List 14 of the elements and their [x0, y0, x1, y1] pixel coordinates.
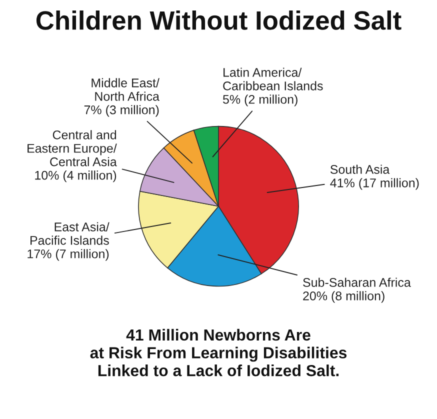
data-label: 20% (8 million): [303, 291, 384, 303]
slice-label: South Asia: [330, 164, 390, 174]
slice-label: Latin America/ Caribbean Islands: [223, 68, 323, 90]
data-label: 17% (7 million): [28, 249, 109, 261]
data-label: 5% (2 million): [223, 94, 298, 106]
slice-label: Middle East/ North Africa: [92, 78, 160, 101]
chart-title: Children Without Iodized Salt: [36, 10, 402, 30]
data-label: 7% (3 million): [84, 105, 159, 117]
data-label: 41% (17 million): [330, 178, 419, 190]
text: 41 Million Newborns Are at Risk From Learning Disabilities Linked to a Lack of Iodized Salt.: [90, 328, 347, 376]
slice-label: Sub-Saharan Africa: [303, 278, 411, 287]
slice-label: Central and Eastern Europe/ Central Asia: [28, 130, 117, 166]
data-label: 10% (4 million): [35, 170, 116, 182]
slice-label: East Asia/ Pacific Islands: [30, 222, 110, 245]
